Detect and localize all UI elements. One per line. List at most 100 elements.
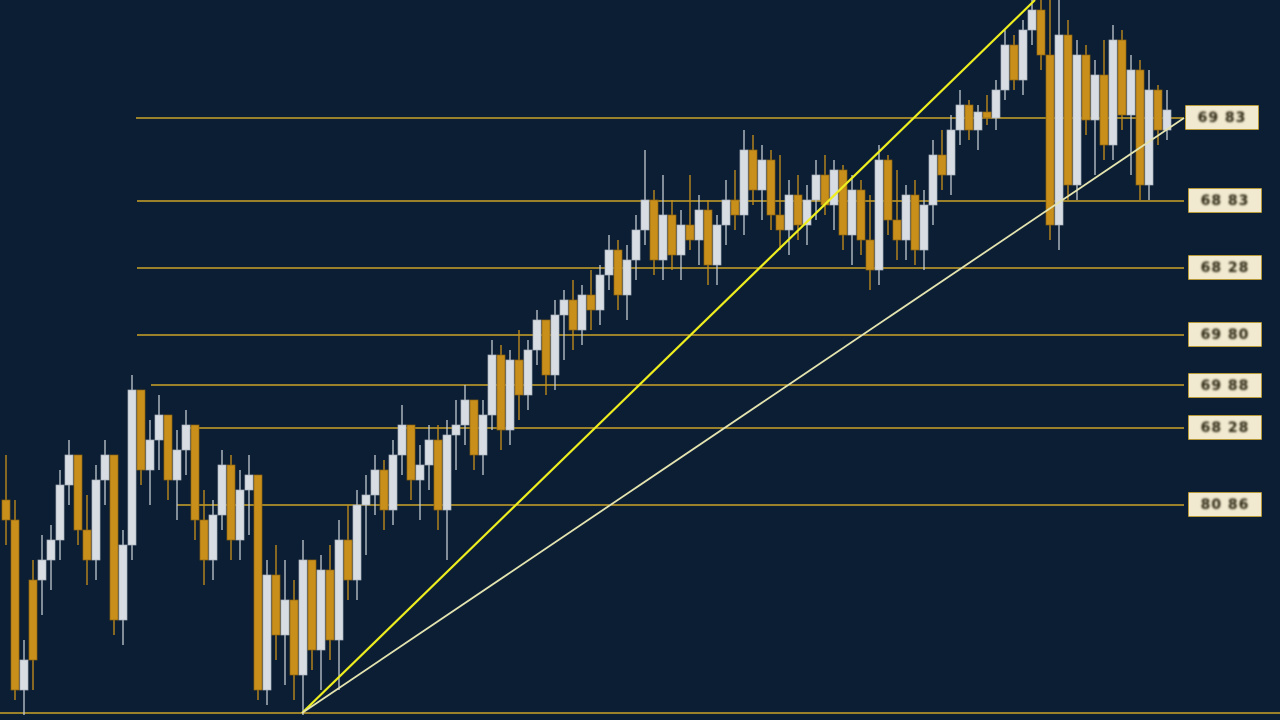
candle-body <box>874 159 884 271</box>
candlestick <box>649 190 659 275</box>
candle-body <box>532 319 542 351</box>
candle-body <box>235 489 245 541</box>
candlestick <box>10 500 20 700</box>
candlestick <box>640 150 650 245</box>
candle-body <box>694 209 704 241</box>
candle-body <box>739 149 749 216</box>
candlestick <box>541 319 551 395</box>
candle-body <box>586 294 596 311</box>
candlestick <box>424 425 434 490</box>
candle-body <box>991 89 1001 119</box>
candle-body <box>316 569 326 651</box>
candlestick <box>550 300 560 390</box>
candle-body <box>1117 39 1127 116</box>
candle-body <box>1135 69 1145 186</box>
trendline-steep[interactable] <box>301 0 1036 714</box>
candlestick <box>730 170 740 230</box>
candlestick <box>235 470 245 560</box>
candle-body <box>298 559 308 676</box>
candlestick <box>505 350 515 445</box>
price-label-7[interactable]: 80 86 <box>1188 492 1262 517</box>
candle-body <box>1063 34 1073 186</box>
candle-body <box>334 539 344 641</box>
candlestick <box>217 450 227 530</box>
trendline-shallow[interactable] <box>301 117 1185 714</box>
candle-body <box>118 544 128 621</box>
price-label-6[interactable]: 68 28 <box>1188 415 1262 440</box>
candlestick <box>64 440 74 505</box>
candlestick <box>127 375 137 560</box>
candlestick <box>784 180 794 255</box>
candle-body <box>703 209 713 266</box>
candle-body <box>559 299 569 316</box>
candle-body <box>505 359 515 431</box>
candle-body <box>550 314 560 376</box>
price-label-3[interactable]: 68 28 <box>1188 255 1262 280</box>
candle-body <box>775 214 785 231</box>
candlestick <box>568 280 578 350</box>
price-label-5[interactable]: 69 88 <box>1188 373 1262 398</box>
candlestick <box>1018 20 1028 95</box>
candlestick <box>289 580 299 700</box>
candle-body <box>37 559 47 581</box>
candlestick <box>226 455 236 560</box>
candlestick <box>442 420 452 560</box>
price-label-text: 69 88 <box>1200 377 1250 394</box>
candle-body <box>1099 74 1109 146</box>
candle-body <box>1018 29 1028 81</box>
candlestick <box>334 520 344 690</box>
candlestick <box>712 215 722 285</box>
candlestick <box>307 559 317 670</box>
price-label-2[interactable]: 68 83 <box>1188 188 1262 213</box>
horizontal-level-lines[interactable] <box>0 117 1280 714</box>
candlestick <box>109 454 119 635</box>
candlestick <box>856 180 866 255</box>
candlestick <box>577 285 587 345</box>
candlestick <box>622 245 632 320</box>
candle-body <box>937 154 947 176</box>
candle-body <box>10 519 20 691</box>
candle-body <box>217 464 227 516</box>
candle-body <box>892 219 902 241</box>
candlestick <box>361 475 371 555</box>
candle-body <box>1090 74 1100 121</box>
candlestick <box>352 490 362 600</box>
candlestick <box>676 210 686 280</box>
candle-body <box>865 239 875 271</box>
candle-body <box>676 224 686 256</box>
price-label-4[interactable]: 69 80 <box>1188 322 1262 347</box>
candlestick <box>1144 70 1154 200</box>
candle-body <box>622 259 632 296</box>
candle-body <box>82 529 92 561</box>
candlestick <box>82 495 92 585</box>
candle-body <box>163 414 173 481</box>
candlestick <box>757 145 767 220</box>
candlestick <box>964 100 974 140</box>
candle-body <box>1108 39 1118 146</box>
candle-body <box>757 159 767 191</box>
candle-body <box>631 229 641 261</box>
candlestick <box>199 490 209 585</box>
price-label-text: 68 83 <box>1200 192 1250 209</box>
candlestick <box>100 440 110 505</box>
candle-body <box>919 204 929 251</box>
candlestick <box>1 455 11 545</box>
candle-body <box>613 249 623 296</box>
candlestick <box>487 340 497 430</box>
candlestick <box>325 545 335 660</box>
candle-body <box>577 294 587 331</box>
candlestick <box>982 95 992 125</box>
candlestick <box>514 330 524 420</box>
price-label-1[interactable]: 69 83 <box>1185 105 1259 130</box>
candlestick <box>1009 35 1019 90</box>
candlestick <box>379 460 389 530</box>
candlestick <box>775 155 785 250</box>
candle-body <box>343 539 353 581</box>
candlestick <box>1063 20 1073 200</box>
trendline-group[interactable] <box>301 0 1185 714</box>
candlestick <box>739 130 749 235</box>
candlestick <box>469 399 479 470</box>
candlestick <box>883 155 893 235</box>
